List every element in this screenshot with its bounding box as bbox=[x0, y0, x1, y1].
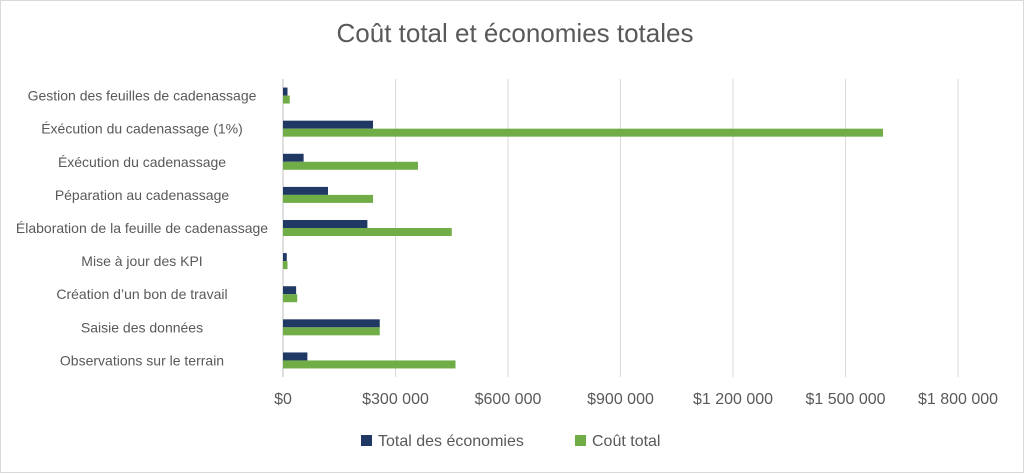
category-label: Création d’un bon de travail bbox=[56, 286, 227, 302]
x-tick-label: $900 000 bbox=[587, 391, 654, 408]
bar-total-cost bbox=[283, 95, 290, 104]
bars bbox=[283, 87, 883, 369]
bar-savings bbox=[283, 153, 304, 162]
category-label: Gestion des feuilles de cadenassage bbox=[28, 88, 257, 104]
category-label: Saisie des données bbox=[81, 319, 203, 335]
x-tick-label: $0 bbox=[274, 391, 292, 408]
category-label: Élaboration de la feuille de cadenassage bbox=[16, 220, 268, 236]
category-label: Éxécution du cadenassage bbox=[58, 154, 226, 170]
legend-label-savings: Total des économies bbox=[378, 433, 524, 450]
bar-savings bbox=[283, 87, 288, 96]
category-label: Mise à jour des KPI bbox=[81, 253, 202, 269]
chart-title: Coût total et économies totales bbox=[337, 18, 694, 48]
bar-total-cost bbox=[283, 261, 288, 270]
bar-total-cost bbox=[283, 294, 298, 303]
bar-savings bbox=[283, 120, 373, 129]
bar-total-cost bbox=[283, 161, 418, 170]
bar-total-cost bbox=[283, 128, 883, 137]
bar-total-cost bbox=[283, 194, 373, 203]
bar-total-cost bbox=[283, 228, 452, 236]
bar-savings bbox=[283, 253, 287, 262]
category-labels: Gestion des feuilles de cadenassage Éxécu… bbox=[16, 88, 268, 369]
x-tick-label: $1 800 000 bbox=[918, 391, 998, 408]
category-label: Observations sur le terrain bbox=[60, 352, 224, 368]
category-label: Éxécution du cadenassage (1%) bbox=[41, 121, 243, 137]
legend-swatch-savings bbox=[361, 435, 372, 446]
x-tick-label: $1 500 000 bbox=[805, 391, 885, 408]
x-tick-labels: $0 $300 000 $600 000 $900 000 $1 200 000 $1 5… bbox=[274, 391, 998, 408]
legend-swatch-total-cost bbox=[575, 435, 586, 446]
bar-total-cost bbox=[283, 327, 380, 336]
bar-savings bbox=[283, 186, 328, 195]
bar-total-cost bbox=[283, 360, 456, 369]
legend-label-total-cost: Coût total bbox=[592, 433, 660, 450]
x-tick-label: $600 000 bbox=[475, 391, 542, 408]
legend: Total des économies Coût total bbox=[361, 433, 660, 450]
bar-savings bbox=[283, 286, 297, 295]
x-tick-label: $1 200 000 bbox=[693, 391, 773, 408]
bar-savings bbox=[283, 352, 308, 361]
x-tick-label: $300 000 bbox=[362, 391, 429, 408]
bar-savings bbox=[283, 319, 380, 328]
bar-savings bbox=[283, 220, 368, 228]
category-label: Péparation au cadenassage bbox=[55, 187, 230, 203]
